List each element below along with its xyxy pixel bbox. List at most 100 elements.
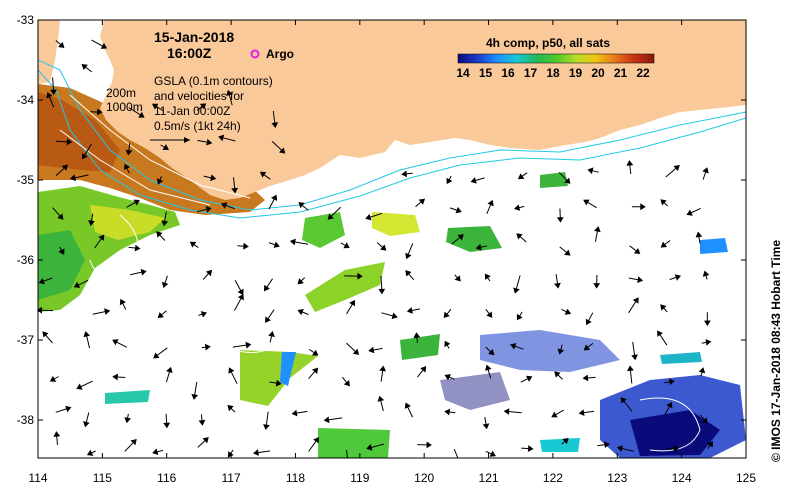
scale-arrow-icon — [150, 137, 190, 143]
colorbar-tick-label: 21 — [614, 66, 628, 80]
velocity-arrowhead — [380, 244, 387, 251]
velocity-arrowhead — [156, 178, 164, 185]
velocity-arrowhead — [97, 108, 103, 116]
velocity-arrowhead — [220, 202, 228, 209]
velocity-arrowhead — [81, 64, 88, 71]
velocity-arrowhead — [513, 287, 520, 294]
colorbar — [457, 53, 655, 64]
velocity-arrowhead — [98, 234, 105, 241]
velocity-arrowhead — [245, 341, 252, 349]
map-time: 16:00Z — [167, 45, 212, 61]
velocity-arrowhead — [418, 198, 426, 205]
velocity-arrowhead — [686, 209, 693, 216]
velocity-arrowhead — [484, 273, 491, 280]
sst-patch-a — [302, 212, 345, 248]
velocity-arrowhead — [263, 424, 270, 431]
land-australia — [100, 20, 746, 200]
velocity-arrowhead — [49, 375, 57, 382]
velocity-arrowhead — [702, 270, 710, 277]
velocity-arrowhead — [457, 461, 462, 466]
velocity-arrowhead — [525, 375, 533, 382]
velocity-arrowhead — [457, 234, 464, 241]
velocity-arrowhead — [594, 226, 601, 233]
velocity-arrowhead — [198, 419, 206, 426]
velocity-arrowhead — [554, 371, 561, 378]
velocity-arrowhead — [163, 422, 171, 429]
velocity-arrowhead — [562, 437, 569, 445]
velocity-arrowhead — [119, 298, 126, 306]
x-tick-label: 124 — [672, 471, 692, 485]
velocity-arrowhead — [454, 275, 461, 282]
velocity-arrowhead — [38, 277, 45, 285]
velocity-arrowhead — [482, 423, 490, 430]
velocity-arrowhead — [640, 203, 646, 211]
velocity-arrowhead — [50, 89, 57, 96]
velocity-arrowhead — [587, 167, 594, 175]
velocity-arrowhead — [289, 238, 296, 246]
velocity-arrowhead — [455, 206, 462, 214]
velocity-arrowhead — [585, 318, 592, 326]
velocity-arrowhead — [130, 439, 137, 446]
argo-marker-icon — [250, 49, 260, 59]
velocity-arrowhead — [484, 364, 492, 371]
velocity-arrowhead — [488, 349, 495, 356]
velocity-arrowhead — [268, 330, 275, 338]
velocity-arrowhead — [151, 103, 159, 110]
velocity-arrow — [346, 450, 348, 458]
velocity-arrowhead — [140, 268, 147, 276]
colorbar-tick-label: 15 — [479, 66, 493, 80]
velocity-arrowhead — [189, 241, 197, 248]
sst-patch-k — [660, 352, 702, 364]
velocity-arrowhead — [313, 437, 320, 444]
isobath-1000m — [38, 69, 746, 219]
velocity-arrowhead — [237, 288, 244, 296]
x-axis: 114 115 116 117 118 119 120 121 122 123 124 125 — [28, 20, 756, 485]
velocity-arrowhead — [475, 243, 482, 251]
velocity-arrowhead — [218, 134, 225, 142]
velocity-arrowhead — [311, 349, 319, 356]
velocity-arrowhead — [279, 147, 286, 154]
y-tick-label: -35 — [17, 173, 35, 187]
velocity-arrowhead — [83, 421, 90, 428]
velocity-arrowhead — [82, 152, 88, 160]
velocity-arrow — [453, 448, 459, 458]
velocity-arrowhead — [377, 395, 385, 402]
velocity-arrowhead — [401, 170, 407, 178]
sst-patch-d — [446, 226, 502, 252]
velocity-arrowhead — [206, 138, 213, 146]
velocity-arrowhead — [517, 173, 525, 180]
colorbar-tick-label: 20 — [591, 66, 605, 80]
velocity-arrowhead — [702, 167, 709, 174]
gsla-line-1: GSLA (0.1m contours) — [154, 74, 273, 88]
velocity-arrowhead — [420, 366, 427, 373]
velocity-arrowhead — [583, 344, 591, 351]
velocity-arrowhead — [112, 339, 119, 346]
y-tick-label: -37 — [17, 333, 35, 347]
velocity-arrowhead — [673, 164, 680, 172]
velocity-arrowhead — [514, 204, 521, 211]
velocity-arrowhead — [349, 299, 356, 307]
x-tick-label: 118 — [286, 471, 305, 485]
velocity-arrowhead — [152, 448, 159, 456]
y-tick-label: -33 — [17, 13, 35, 27]
velocity-arrowhead — [275, 379, 282, 387]
velocity-arrowhead — [637, 276, 644, 283]
velocity-arrowhead — [368, 346, 375, 354]
colorbar-tick-label: 19 — [569, 66, 583, 80]
velocity-arrows — [38, 39, 714, 466]
argo-label: Argo — [266, 47, 294, 61]
sst-patch-j — [105, 390, 150, 404]
y-tick-label: -36 — [17, 253, 35, 267]
velocity-arrowhead — [161, 220, 169, 227]
sst-green-left — [38, 230, 85, 300]
velocity-arrowhead — [366, 443, 373, 451]
velocity-arrowhead — [391, 312, 398, 320]
velocity-arrowhead — [270, 194, 278, 201]
velocity-arrowhead — [343, 242, 350, 249]
velocity-arrowhead — [578, 409, 585, 417]
velocity-arrowhead — [620, 397, 627, 404]
velocity-arrowhead — [58, 248, 65, 255]
velocity-arrowhead — [323, 416, 330, 424]
velocity-arrowhead — [707, 441, 714, 448]
velocity-arrowhead — [345, 459, 350, 463]
